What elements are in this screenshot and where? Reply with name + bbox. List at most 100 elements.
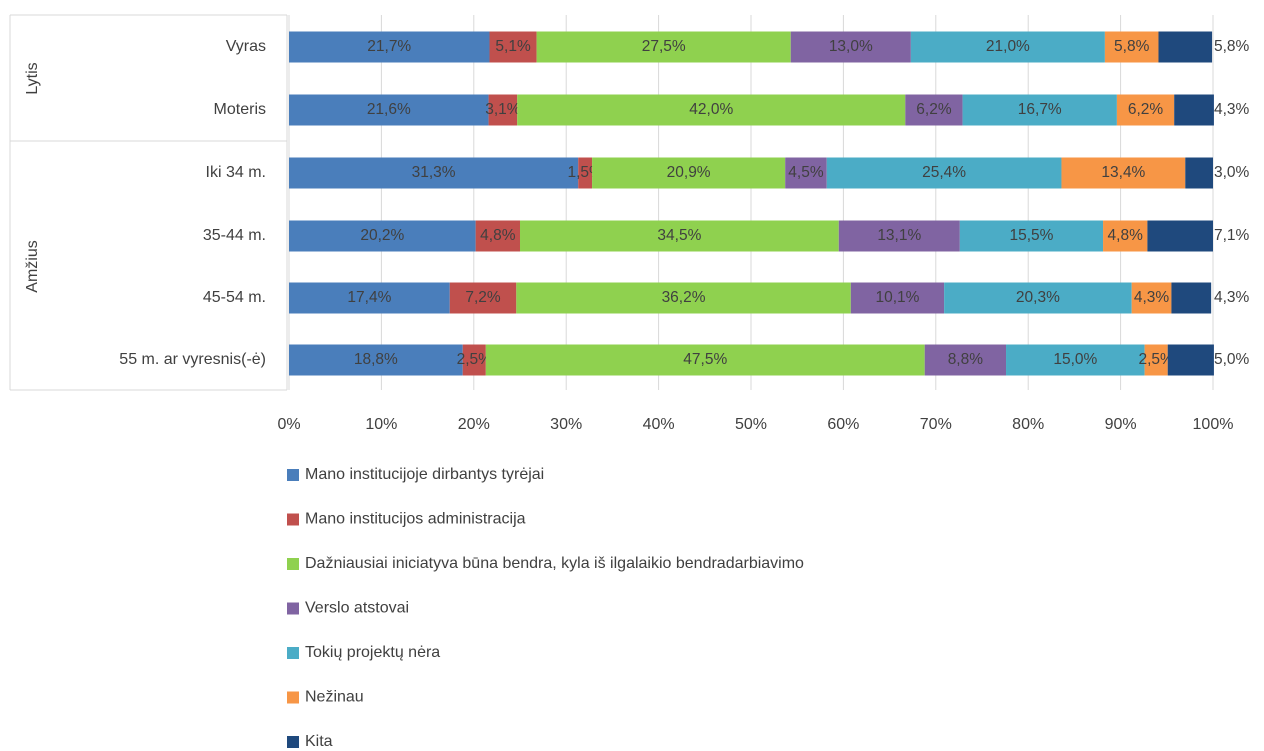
value-label: 2,5% xyxy=(1139,351,1175,368)
x-tick-label: 40% xyxy=(643,416,675,433)
bar-segment xyxy=(289,31,490,63)
category-label: 45-54 m. xyxy=(203,289,266,306)
value-label: 4,8% xyxy=(1108,227,1144,244)
legend-swatch xyxy=(287,647,299,659)
bar-segment xyxy=(520,220,839,252)
legend-label: Verslo atstovai xyxy=(305,600,409,617)
legend-swatch xyxy=(287,558,299,570)
bar-segment xyxy=(1144,344,1168,376)
value-label: 4,5% xyxy=(788,164,824,181)
category-label: Iki 34 m. xyxy=(206,164,266,181)
bar-segment xyxy=(1103,220,1148,252)
x-tick-label: 80% xyxy=(1012,416,1044,433)
bar-segment xyxy=(924,344,1007,376)
bar-segment xyxy=(1131,282,1172,314)
value-label: 13,1% xyxy=(877,227,921,244)
bar-segment xyxy=(289,157,579,189)
value-label: 34,5% xyxy=(657,227,701,244)
bar-segment xyxy=(289,220,476,252)
bar-segment xyxy=(1147,220,1213,252)
value-label: 4,3% xyxy=(1214,289,1250,306)
legend-swatch xyxy=(287,469,299,481)
value-label: 4,3% xyxy=(1134,289,1170,306)
value-label: 8,8% xyxy=(948,351,984,368)
x-tick-label: 50% xyxy=(735,416,767,433)
bar-segment xyxy=(475,220,520,252)
value-label: 21,7% xyxy=(367,38,411,55)
bar-segment xyxy=(488,94,518,126)
bar-segment xyxy=(962,94,1117,126)
value-label: 5,8% xyxy=(1214,38,1250,55)
value-label: 25,4% xyxy=(922,164,966,181)
bar-segment xyxy=(516,282,851,314)
value-label: 21,6% xyxy=(367,101,411,118)
value-label: 13,0% xyxy=(829,38,873,55)
bar-segment xyxy=(289,94,489,126)
legend-swatch xyxy=(287,736,299,748)
bar-segment xyxy=(489,31,537,63)
bar-segment xyxy=(944,282,1132,314)
bar-segment xyxy=(536,31,791,63)
value-label: 18,8% xyxy=(354,351,398,368)
bar-segment xyxy=(959,220,1104,252)
bar-segment xyxy=(850,282,945,314)
value-label: 5,0% xyxy=(1214,351,1250,368)
value-label: 7,2% xyxy=(465,289,501,306)
category-label: Vyras xyxy=(226,38,266,55)
bar-segment xyxy=(485,344,925,376)
value-label: 20,2% xyxy=(360,227,404,244)
value-label: 20,3% xyxy=(1016,289,1060,306)
bar-segment xyxy=(289,282,450,314)
legend-label: Nežinau xyxy=(305,689,364,706)
value-label: 20,9% xyxy=(667,164,711,181)
value-label: 2,5% xyxy=(457,351,493,368)
bar-segment xyxy=(1171,282,1212,314)
value-label: 4,3% xyxy=(1214,101,1250,118)
value-label: 3,0% xyxy=(1214,164,1250,181)
x-tick-label: 70% xyxy=(920,416,952,433)
bar-segment xyxy=(1061,157,1186,189)
value-label: 5,1% xyxy=(495,38,531,55)
x-tick-label: 100% xyxy=(1193,416,1234,433)
legend-swatch xyxy=(287,602,299,615)
value-label: 27,5% xyxy=(642,38,686,55)
x-tick-label: 0% xyxy=(277,416,300,433)
bar-segment xyxy=(517,94,906,126)
bar-segment xyxy=(838,220,960,252)
bar-segment xyxy=(790,31,911,63)
legend-swatch xyxy=(287,691,299,704)
category-label: 55 m. ar vyresnis(-ė) xyxy=(119,351,266,368)
legend-label: Mano institucijos administracija xyxy=(305,511,526,528)
legend-swatch xyxy=(287,513,299,526)
bar-segment xyxy=(462,344,486,376)
x-tick-label: 30% xyxy=(550,416,582,433)
category-label: Moteris xyxy=(214,101,266,118)
value-label: 21,0% xyxy=(986,38,1030,55)
value-label: 13,4% xyxy=(1101,164,1145,181)
value-label: 36,2% xyxy=(662,289,706,306)
x-tick-label: 10% xyxy=(365,416,397,433)
bar-segment xyxy=(910,31,1105,63)
value-label: 4,8% xyxy=(480,227,516,244)
value-label: 6,2% xyxy=(1128,101,1164,118)
value-label: 16,7% xyxy=(1018,101,1062,118)
legend-label: Dažniausiai iniciatyva būna bendra, kyla… xyxy=(305,555,804,572)
group-label: Amžius xyxy=(24,240,41,292)
value-label: 10,1% xyxy=(875,289,919,306)
value-label: 42,0% xyxy=(689,101,733,118)
bar-segment xyxy=(289,344,463,376)
bar-segment xyxy=(578,157,593,189)
bar-segment xyxy=(1116,94,1175,126)
bar-segment xyxy=(592,157,786,189)
legend-label: Tokių projektų nėra xyxy=(305,644,440,661)
value-label: 6,2% xyxy=(916,101,952,118)
bar-segment xyxy=(1104,31,1159,63)
bar-segment xyxy=(905,94,963,126)
bar-segment xyxy=(1167,344,1214,376)
value-label: 7,1% xyxy=(1214,227,1250,244)
bar-segment xyxy=(449,282,517,314)
bar-segment xyxy=(1174,94,1214,126)
value-label: 15,5% xyxy=(1009,227,1053,244)
value-label: 17,4% xyxy=(347,289,391,306)
